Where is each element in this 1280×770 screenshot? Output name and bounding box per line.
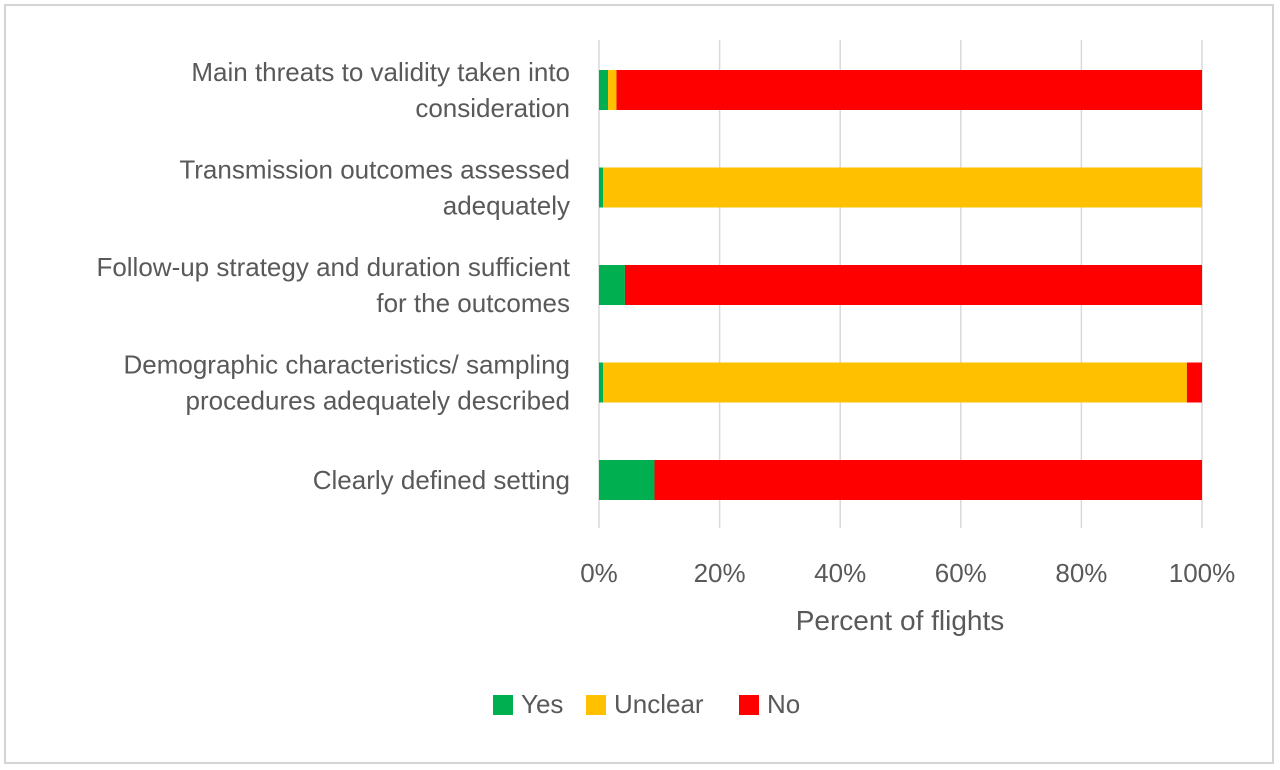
bar-segment-yes [599,70,609,110]
bar-segment-yes [599,265,625,305]
category-label: procedures adequately described [186,386,570,416]
x-tick-label: 60% [935,558,987,588]
bar-segment-no [1186,362,1202,403]
legend-label-yes: Yes [521,689,563,719]
x-tick-labels: 0% 20% 40% 60% 80% 100% [580,558,1235,588]
bar-segment-unclear [603,362,1187,403]
bar-segment-no [654,460,1202,500]
category-label: Transmission outcomes assessed [179,155,570,185]
x-tick-label: 40% [814,558,866,588]
legend-swatch-yes [493,695,513,715]
x-tick-label: 0% [580,558,618,588]
bar-segment-no [616,70,1202,110]
category-label: consideration [415,93,570,123]
x-tick-label: 20% [694,558,746,588]
category-label: for the outcomes [376,288,570,318]
category-label: Main threats to validity taken into [191,57,570,87]
bar-segment-unclear [608,70,617,110]
category-label: Demographic characteristics/ sampling [123,350,570,380]
bar-segment-unclear [603,167,1202,208]
legend-swatch-unclear [586,695,606,715]
category-label: adequately [443,191,570,221]
bar-segment-yes [599,167,604,208]
category-labels: Main threats to validity taken into consi… [96,57,570,495]
x-tick-label: 80% [1055,558,1107,588]
legend-label-unclear: Unclear [614,689,704,719]
category-label: Follow-up strategy and duration sufficie… [96,252,570,282]
bars [599,70,1202,500]
legend: Yes Unclear No [493,689,800,719]
bar-segment-yes [599,362,604,403]
x-tick-label: 100% [1169,558,1236,588]
bar-segment-no [624,265,1202,305]
legend-label-no: No [767,689,800,719]
category-label: Clearly defined setting [313,465,570,495]
x-axis-title: Percent of flights [796,605,1005,636]
bar-segment-yes [599,460,655,500]
legend-swatch-no [739,695,759,715]
